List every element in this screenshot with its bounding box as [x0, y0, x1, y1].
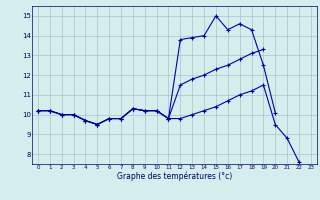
- X-axis label: Graphe des températures (°c): Graphe des températures (°c): [117, 171, 232, 181]
